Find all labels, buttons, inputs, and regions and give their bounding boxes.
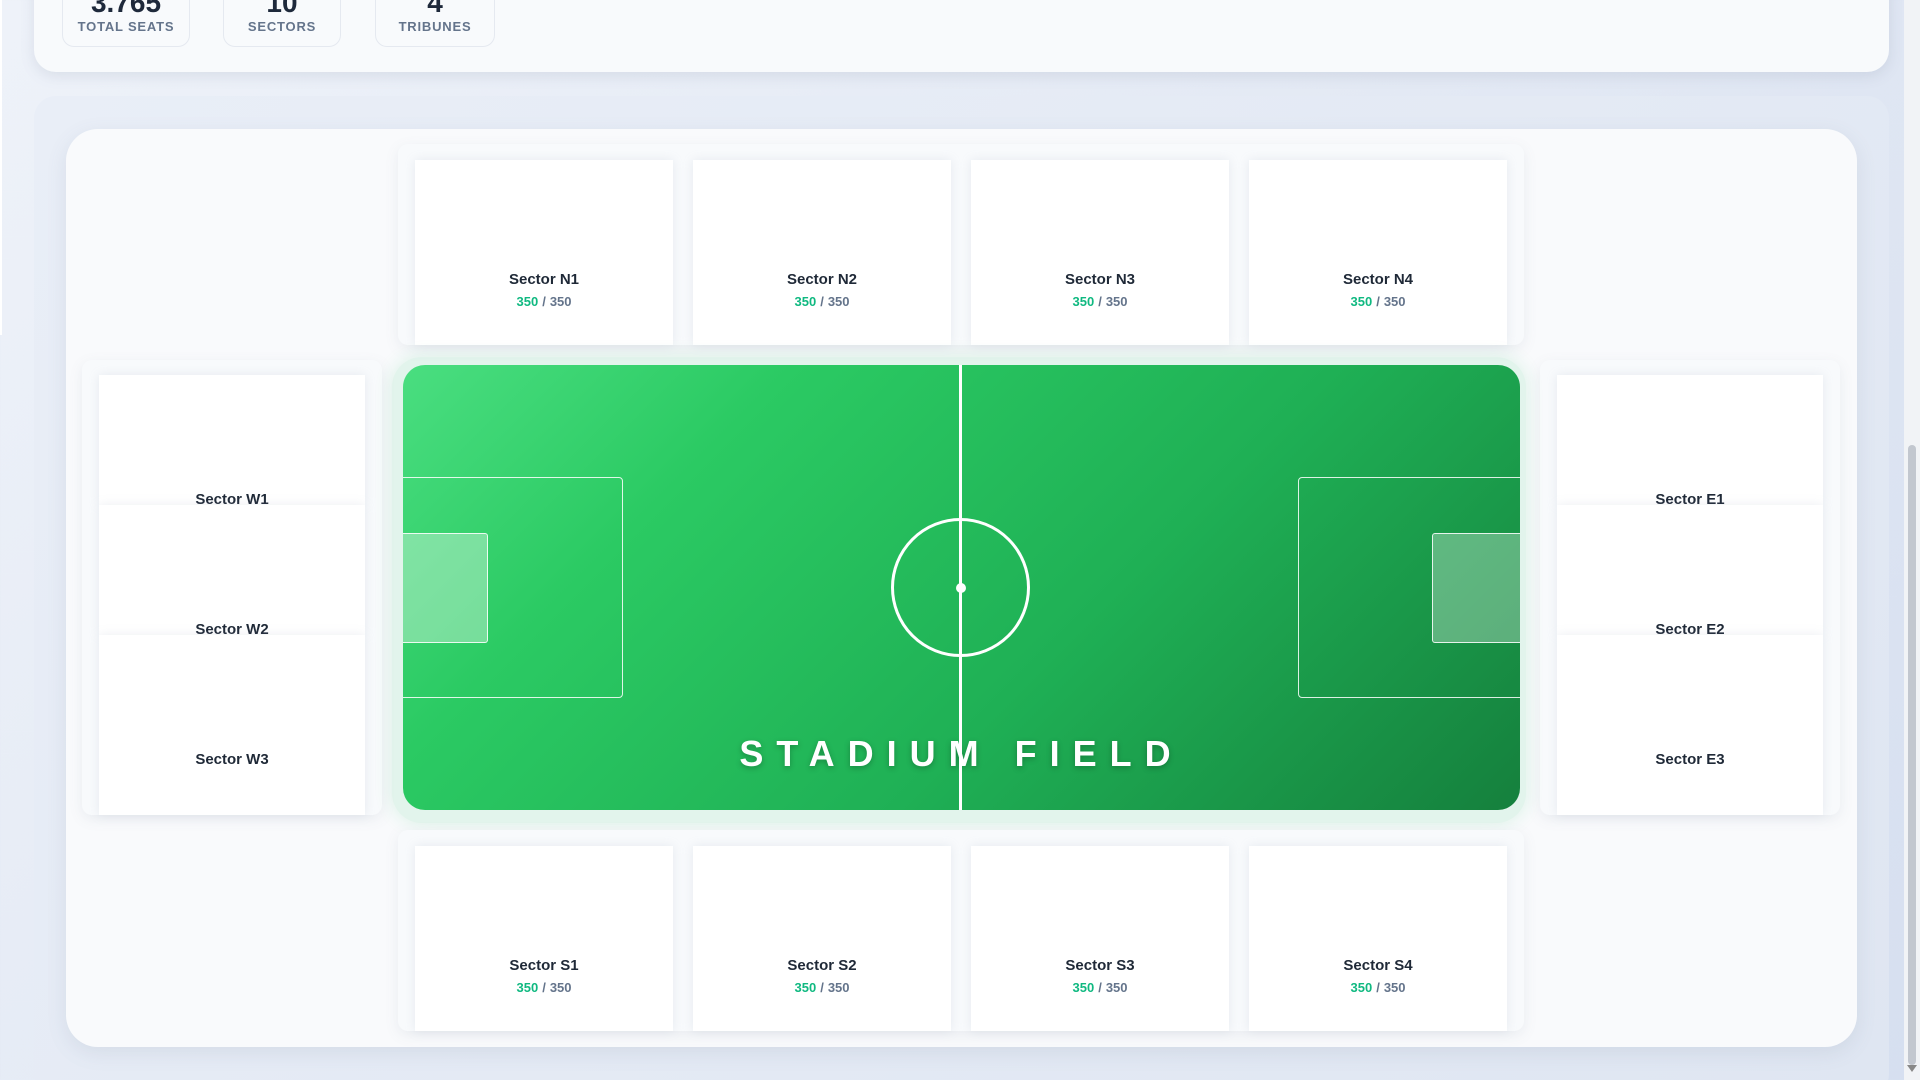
- sector-name: Sector W1: [195, 491, 269, 508]
- sector-capacity: 350/350: [1350, 980, 1406, 995]
- sector-name: Sector S2: [787, 957, 857, 974]
- sector-name: Sector E1: [1655, 491, 1725, 508]
- goal-area-left: [403, 533, 488, 643]
- sector-name: Sector N4: [1342, 271, 1414, 288]
- sector-capacity: 350/350: [794, 294, 850, 309]
- penalty-box-left: [403, 477, 623, 698]
- sector-total: 350: [1383, 294, 1406, 309]
- sector-capacity: 350/350: [1072, 294, 1128, 309]
- stat-sectors: 10 SECTORS: [223, 0, 341, 47]
- sector-capacity: 350/350: [1072, 980, 1128, 995]
- sector-name: Sector S1: [509, 957, 579, 974]
- sector-name: Sector E2: [1655, 621, 1725, 638]
- sector-w3[interactable]: Sector W3: [99, 635, 365, 815]
- penalty-box-right: [1298, 477, 1520, 698]
- sector-available: 350: [794, 980, 817, 995]
- sector-total: 350: [827, 980, 850, 995]
- sector-name: Sector S3: [1065, 957, 1135, 974]
- sector-total: 350: [1105, 294, 1128, 309]
- sector-capacity: 350/350: [516, 294, 572, 309]
- stat-tribunes: 4 TRIBUNES: [375, 0, 495, 47]
- sector-w1[interactable]: Sector W1: [99, 375, 365, 508]
- center-spot: [956, 583, 966, 593]
- sector-capacity: 350/350: [516, 980, 572, 995]
- stat-total-seats: 3.765 TOTAL SEATS: [62, 0, 190, 47]
- sector-s3[interactable]: Sector S3 350/350: [971, 846, 1229, 1031]
- stadium-field: STADIUM FIELD: [403, 365, 1520, 810]
- sector-n2[interactable]: Sector N2 350/350: [693, 160, 951, 345]
- sector-total: 350: [1383, 980, 1406, 995]
- sector-name: Sector E3: [1655, 751, 1725, 768]
- stats-card: 3.765 TOTAL SEATS 10 SECTORS 4 TRIBUNES: [34, 0, 1889, 72]
- sector-available: 350: [1072, 980, 1095, 995]
- stat-label: TRIBUNES: [398, 19, 472, 34]
- scrollbar-thumb[interactable]: [1908, 445, 1916, 1065]
- sector-capacity: 350/350: [794, 980, 850, 995]
- sector-name: Sector N3: [1064, 271, 1136, 288]
- sector-e1[interactable]: Sector E1: [1557, 375, 1823, 508]
- sector-available: 350: [1350, 980, 1373, 995]
- stat-label: TOTAL SEATS: [77, 19, 175, 34]
- stat-value: 10: [266, 0, 298, 18]
- sector-total: 350: [549, 980, 572, 995]
- goal-area-right: [1432, 533, 1520, 643]
- sector-name: Sector S4: [1343, 957, 1413, 974]
- sector-total: 350: [827, 294, 850, 309]
- sector-name: Sector N1: [508, 271, 580, 288]
- sector-s1[interactable]: Sector S1 350/350: [415, 846, 673, 1031]
- sector-e2[interactable]: Sector E2: [1557, 505, 1823, 638]
- sector-available: 350: [516, 980, 539, 995]
- sector-name: Sector W3: [195, 751, 269, 768]
- sector-n3[interactable]: Sector N3 350/350: [971, 160, 1229, 345]
- scroll-down-arrow-icon[interactable]: [1907, 1065, 1917, 1072]
- sector-e3[interactable]: Sector E3: [1557, 635, 1823, 815]
- stat-label: SECTORS: [247, 19, 317, 34]
- sector-available: 350: [1072, 294, 1095, 309]
- sector-name: Sector W2: [195, 621, 269, 638]
- stat-value: 4: [427, 0, 443, 18]
- sector-n4[interactable]: Sector N4 350/350: [1249, 160, 1507, 345]
- sector-available: 350: [1350, 294, 1373, 309]
- sector-available: 350: [516, 294, 539, 309]
- sector-available: 350: [794, 294, 817, 309]
- sector-total: 350: [549, 294, 572, 309]
- page-scrollbar[interactable]: [1904, 0, 1920, 1080]
- sector-total: 350: [1105, 980, 1128, 995]
- sector-w2[interactable]: Sector W2: [99, 505, 365, 638]
- sector-name: Sector N2: [786, 271, 858, 288]
- sector-n1[interactable]: Sector N1 350/350: [415, 160, 673, 345]
- sector-capacity: 350/350: [1350, 294, 1406, 309]
- sector-s4[interactable]: Sector S4 350/350: [1249, 846, 1507, 1031]
- stat-value: 3.765: [90, 0, 162, 18]
- window-edge: [0, 0, 2, 335]
- field-label: STADIUM FIELD: [739, 733, 1184, 774]
- sector-s2[interactable]: Sector S2 350/350: [693, 846, 951, 1031]
